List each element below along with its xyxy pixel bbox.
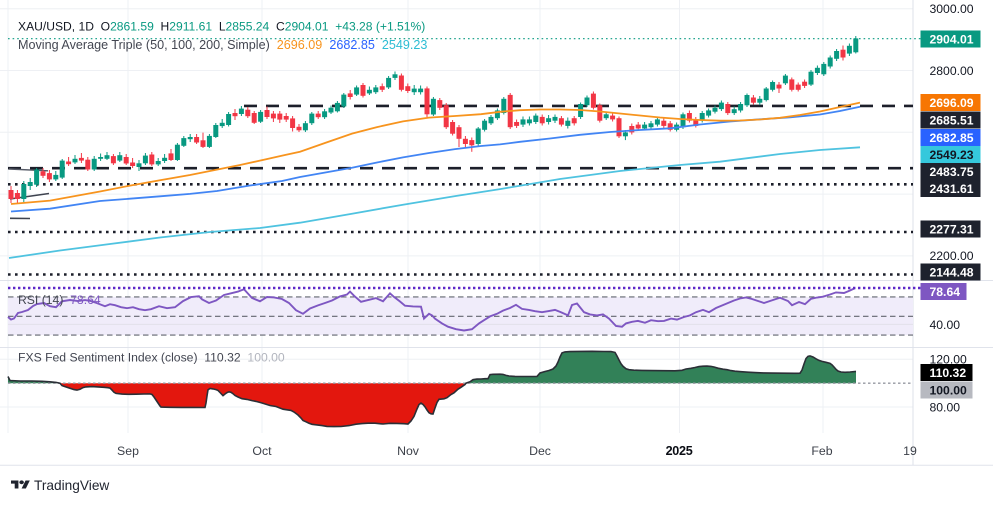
svg-text:2904.01: 2904.01 bbox=[930, 32, 974, 46]
svg-text:Oct: Oct bbox=[252, 444, 272, 458]
svg-text:100.00: 100.00 bbox=[930, 383, 967, 397]
svg-text:XAU/USD, 1D O2861.59 H2911.6: XAU/USD, 1D O2861.59 H2911.61 L2855.24 C… bbox=[18, 20, 425, 34]
svg-text:FXS Fed Sentiment Index (close: FXS Fed Sentiment Index (close) 110.32 1… bbox=[18, 351, 285, 365]
svg-text:2685.51: 2685.51 bbox=[930, 113, 974, 127]
svg-text:Sep: Sep bbox=[117, 444, 139, 458]
svg-text:2144.48: 2144.48 bbox=[930, 265, 974, 279]
svg-text:2025: 2025 bbox=[666, 444, 693, 458]
svg-text:TradingView: TradingView bbox=[34, 478, 109, 493]
svg-text:110.32: 110.32 bbox=[930, 366, 967, 380]
svg-text:2800.00: 2800.00 bbox=[930, 64, 974, 78]
svg-text:40.00: 40.00 bbox=[930, 318, 961, 332]
svg-text:Nov: Nov bbox=[397, 444, 420, 458]
svg-text:Feb: Feb bbox=[811, 444, 832, 458]
svg-text:2696.09: 2696.09 bbox=[930, 96, 974, 110]
svg-text:78.64: 78.64 bbox=[930, 285, 961, 299]
svg-text:Moving Average Triple (50, 100: Moving Average Triple (50, 100, 200, Sim… bbox=[18, 38, 427, 52]
svg-text:2277.31: 2277.31 bbox=[930, 222, 974, 236]
svg-text:19: 19 bbox=[903, 444, 917, 458]
svg-text:2483.75: 2483.75 bbox=[930, 165, 974, 179]
svg-text:2549.23: 2549.23 bbox=[930, 148, 974, 162]
svg-text:RSI (14) 78.64: RSI (14) 78.64 bbox=[18, 293, 101, 307]
svg-text:80.00: 80.00 bbox=[930, 400, 961, 414]
svg-text:2682.85: 2682.85 bbox=[930, 131, 974, 145]
svg-text:3000.00: 3000.00 bbox=[930, 2, 974, 16]
svg-text:2200.00: 2200.00 bbox=[930, 249, 974, 263]
svg-text:Dec: Dec bbox=[529, 444, 551, 458]
svg-text:2431.61: 2431.61 bbox=[930, 182, 974, 196]
